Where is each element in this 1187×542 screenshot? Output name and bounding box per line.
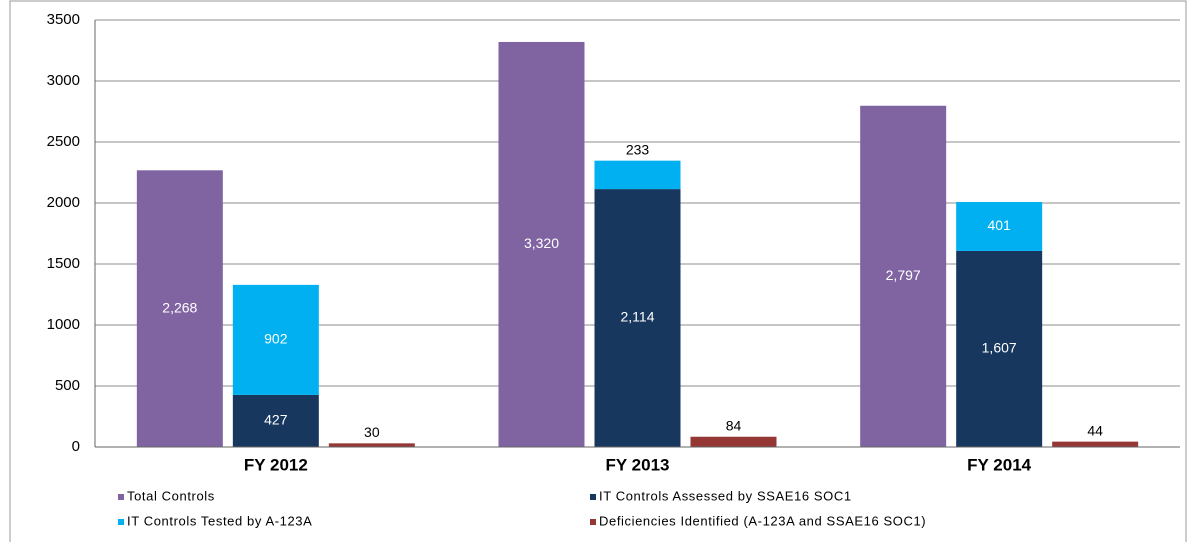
chart-border	[9, 0, 1187, 542]
data-label: 233	[626, 141, 650, 157]
bar	[594, 160, 681, 190]
bar	[690, 436, 777, 447]
x-tick-label: FY 2013	[606, 455, 670, 474]
bar	[136, 170, 223, 447]
y-tick-label: 0	[72, 438, 80, 455]
legend-label: Total Controls	[127, 488, 215, 503]
legend-swatch	[590, 494, 596, 500]
legend-swatch	[118, 519, 124, 525]
bar	[328, 443, 415, 447]
y-tick-label: 1500	[47, 255, 80, 272]
y-tick-label: 3500	[47, 11, 80, 28]
data-label: 427	[264, 412, 288, 428]
data-label: 2,797	[886, 267, 921, 283]
y-tick-label: 500	[55, 377, 80, 394]
data-label: 84	[726, 417, 742, 433]
bar	[232, 394, 319, 447]
bar	[498, 41, 585, 448]
data-label: 30	[364, 424, 380, 440]
x-tick-label: FY 2014	[967, 455, 1032, 474]
y-tick-label: 1000	[47, 316, 80, 333]
legend-label: IT Controls Assessed by SSAE16 SOC1	[599, 488, 852, 503]
data-label: 2,268	[162, 299, 197, 315]
legend-label: IT Controls Tested by A-123A	[127, 513, 312, 528]
data-label: 2,114	[621, 309, 655, 325]
data-label: 44	[1087, 422, 1103, 438]
y-tick-label: 3000	[47, 72, 80, 89]
legend-label: Deficiencies Identified (A-123A and SSAE…	[599, 513, 926, 528]
y-tick-label: 2500	[47, 133, 80, 150]
data-label: 902	[264, 331, 288, 347]
y-tick-label: 2000	[47, 194, 80, 211]
bar	[1052, 441, 1139, 447]
bar	[232, 284, 319, 395]
legend-swatch	[118, 494, 124, 500]
x-tick-label: FY 2012	[244, 455, 308, 474]
legend-swatch	[590, 519, 596, 525]
bar	[594, 189, 681, 448]
bar	[860, 105, 947, 448]
data-label: 3,320	[524, 235, 559, 251]
bar	[956, 250, 1043, 447]
data-label: 401	[987, 217, 1011, 233]
data-label: 1,607	[982, 340, 1017, 356]
bar	[956, 202, 1043, 251]
